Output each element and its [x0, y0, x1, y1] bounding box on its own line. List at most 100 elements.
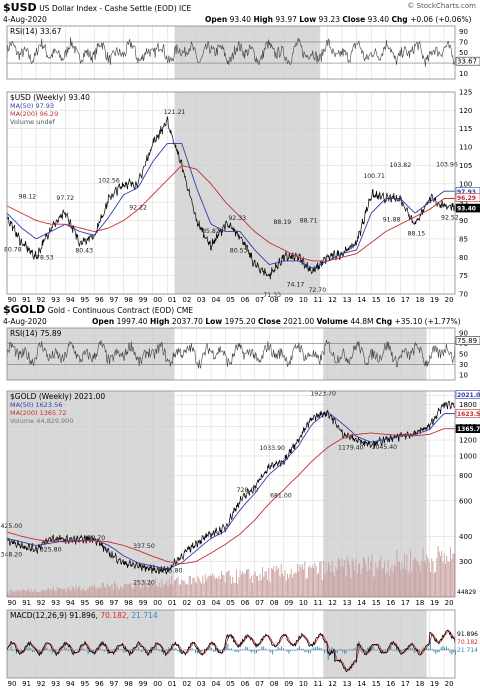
gold-price-vol-168: [216, 577, 217, 597]
gold-price-vol-79: [105, 588, 107, 597]
macd-xtick-11: 11: [313, 680, 322, 688]
gold-price-vol-274: [347, 561, 349, 597]
gold-name: Gold - Continuous Contract (EOD): [47, 306, 175, 315]
macd-hist-bar-216: [200, 650, 202, 653]
gold-price-vol-225: [287, 573, 288, 597]
macd-hist-bar-234: [216, 650, 218, 653]
usd-close: 93.40: [367, 15, 390, 24]
usd-price-ytick-100: 100: [459, 180, 472, 188]
gold-price-vol-127: [165, 584, 166, 597]
macd-hist-bar-386: [352, 648, 354, 650]
gold-price-vol-164: [211, 576, 212, 597]
usd-rsi-ytick-70: 70: [459, 38, 468, 46]
macd-xtick-16: 16: [386, 680, 395, 688]
usd-xtick-17: 17: [401, 296, 410, 304]
macd-xtick-98: 98: [124, 680, 133, 688]
gold-price-vol-67: [90, 586, 92, 597]
gold-xtick-02: 02: [182, 599, 191, 607]
gold-price-vol-85: [112, 589, 114, 597]
macd-hist-bar-168: [157, 648, 159, 650]
macd-hist-bar-444: [404, 648, 406, 650]
gold-price-vol-26: [39, 592, 41, 597]
gold-price-vol-141: [182, 580, 184, 597]
usd-xtick-94: 94: [66, 296, 75, 304]
gold-price-vol-17: [28, 588, 30, 597]
gold-price-vol-64: [86, 588, 88, 597]
gold-price-vol-294: [372, 577, 374, 597]
gold-price-vol-315: [399, 561, 400, 597]
gold-price-vol-347: [438, 551, 440, 597]
gold-price-vol-57: [77, 587, 79, 597]
gold-price-vol-162: [208, 575, 210, 597]
usd-xtick-98: 98: [124, 296, 133, 304]
gold-price-vol-307: [389, 576, 390, 597]
macd-hist-bar-256: [236, 650, 238, 652]
gold-price-vol-7: [15, 589, 17, 597]
macd-hist-bar-494: [449, 650, 451, 654]
gold-price-vol-172: [221, 571, 222, 597]
macd-hist-bar-264: [243, 649, 245, 650]
macd-xtick-03: 03: [197, 680, 206, 688]
gold-price-vol-342: [432, 561, 434, 597]
macd-label: MACD(12,26,9) 91.896, 70.182, 21.714: [10, 611, 158, 620]
gold-price-shade-1: [323, 391, 427, 597]
macd-hist-bar-272: [250, 650, 252, 653]
macd-hist-bar-452: [411, 648, 413, 650]
gold-xtick-19: 19: [430, 599, 439, 607]
macd-hist-bar-408: [372, 647, 374, 650]
gold-price-vol-169: [217, 578, 219, 597]
gold-price-vol-235: [299, 564, 301, 597]
gold-price-vol-59: [80, 590, 82, 597]
usd-high-label: High: [253, 15, 273, 24]
gold-low: 1975.20: [224, 317, 256, 326]
gold-price-vol-340: [430, 571, 432, 597]
usd-price-ytick-120: 120: [459, 107, 472, 115]
gold-xtick-18: 18: [415, 599, 424, 607]
usd-price-last-box-1: [455, 193, 480, 202]
gold-price-vol-153: [197, 576, 199, 597]
macd-hist-bar-26: [30, 648, 32, 650]
gold-rsi-shade-0: [7, 328, 175, 380]
gold-price-vol-140: [181, 579, 183, 597]
gold-price-vol-269: [341, 558, 343, 597]
gold-price-vol-187: [239, 570, 241, 597]
gold-price-annotation-11: 1179.40: [338, 445, 364, 452]
usd-price-ytick-70: 70: [459, 291, 468, 299]
macd-hist-bar-428: [390, 646, 392, 650]
gold-price-vol-243: [309, 565, 311, 597]
usd-xtick-93: 93: [51, 296, 60, 304]
macd-hist-bar-142: [134, 647, 136, 650]
macd-hist-bar-32: [35, 650, 37, 652]
macd-hist-bar-492: [447, 648, 449, 650]
usd-price-ma200-line: [6, 165, 455, 262]
macd-hist-bar-148: [139, 650, 141, 651]
macd-hist-bar-84: [82, 648, 84, 650]
usd-price-annotation-1: 98.12: [19, 194, 37, 201]
gold-price-vol-320: [405, 569, 407, 597]
macd-hist-bar-64: [64, 646, 66, 650]
gold-price-vol-209: [267, 579, 268, 597]
macd-hist-bar-68: [67, 650, 69, 652]
gold-price-vol-247: [314, 562, 316, 597]
gold-price-vol-335: [423, 560, 425, 597]
usd-xtick-95: 95: [80, 296, 89, 304]
macd-xtick-94: 94: [66, 680, 75, 688]
gold-price-vol-71: [95, 588, 97, 597]
macd-xtick-97: 97: [110, 680, 119, 688]
gold-price-vol-93: [122, 587, 124, 597]
usd-price-annotation-7: 121.21: [164, 109, 186, 116]
macd-hist-bar-322: [295, 650, 297, 651]
macd-hist-bar-34: [37, 650, 39, 654]
macd-hist-bar-160: [150, 646, 152, 650]
usd-xtick-11: 11: [313, 296, 322, 304]
gold-price-vol-144: [186, 584, 188, 597]
gold-price-vol-171: [219, 578, 221, 597]
macd-hist-bar-164: [153, 648, 155, 650]
macd-xtick-18: 18: [415, 680, 424, 688]
gold-xtick-99: 99: [139, 599, 148, 607]
gold-price-vol-207: [264, 571, 266, 597]
gold-price-vol-339: [428, 562, 430, 597]
gold-price-vol-268: [340, 566, 342, 597]
gold-price-vol-154: [198, 578, 200, 597]
gold-price-vol-265: [336, 570, 338, 597]
